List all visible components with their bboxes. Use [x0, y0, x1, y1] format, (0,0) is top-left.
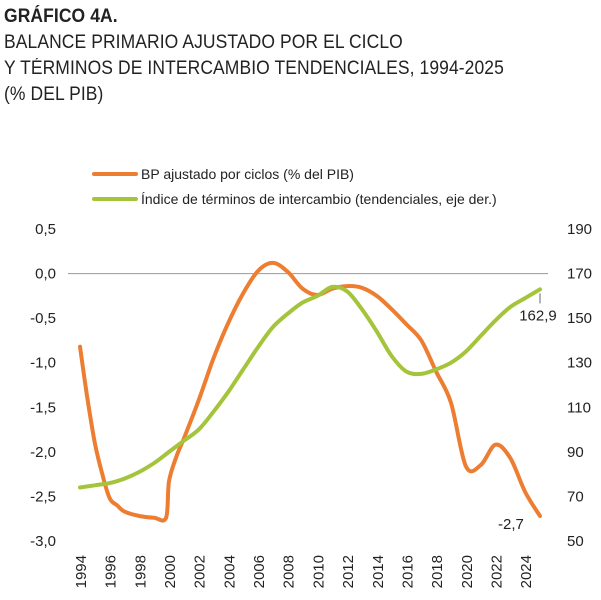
x-tick-label: 1994: [73, 555, 90, 588]
annotation-label: -2,7: [498, 516, 524, 533]
y-right-tick-label: 130: [567, 355, 592, 372]
chart-axes: 0,5 0,0 -0,5 -1,0 -1,5 -2,0 -2,5 -3,0 190 170 150 1…: [30, 221, 592, 588]
y-left-tick-label: 0,5: [35, 221, 56, 238]
annotation-label: 162,9: [519, 307, 557, 324]
x-tick-label: 2020: [459, 555, 476, 588]
x-tick-label: 2024: [518, 555, 535, 588]
x-tick-label: 1996: [103, 555, 120, 588]
x-tick-label: 2014: [370, 555, 387, 588]
x-tick-label: 2016: [399, 555, 416, 588]
legend-label: BP ajustado por ciclos (% del PIB): [141, 166, 354, 182]
y-left-tick-label: -2,0: [30, 444, 56, 461]
y-left-tick-label: -3,0: [30, 533, 56, 550]
series-line-bp: [78, 260, 542, 523]
y-left-tick-label: -1,5: [30, 399, 56, 416]
y-right-tick-label: 190: [567, 221, 592, 238]
x-tick-label: 2018: [429, 555, 446, 588]
chart-header: GRÁFICO 4A. BALANCE PRIMARIO AJUSTADO PO…: [4, 4, 547, 108]
x-tick-label: 1998: [132, 555, 149, 588]
chart-title-line-1: BALANCE PRIMARIO AJUSTADO POR EL CICLO: [4, 32, 403, 53]
y-right-tick-label: 90: [567, 444, 584, 461]
x-tick-label: 2002: [192, 555, 209, 588]
x-tick-label: 2012: [340, 555, 357, 588]
chart-number: GRÁFICO 4A.: [4, 6, 118, 27]
y-right-tick-label: 170: [567, 266, 592, 283]
x-tick-label: 2000: [162, 555, 179, 588]
x-tick-label: 2010: [310, 555, 327, 588]
chart-units: (% DEL PIB): [4, 84, 104, 105]
y-right-tick-label: 70: [567, 488, 584, 505]
y-right-tick-label: 50: [567, 533, 584, 550]
x-tick-label: 2022: [488, 555, 505, 588]
chart-annotations: 162,9 -2,7: [498, 293, 557, 533]
y-left-tick-label: -2,5: [30, 488, 56, 505]
y-left-tick-label: -1,0: [30, 355, 56, 372]
chart-title-line-2: Y TÉRMINOS DE INTERCAMBIO TENDENCIALES, …: [4, 58, 504, 79]
x-tick-label: 2008: [281, 555, 298, 588]
y-left-tick-label: 0,0: [35, 266, 56, 283]
y-right-tick-label: 150: [567, 310, 592, 327]
series-line-terms-of-trade: [78, 284, 542, 490]
x-tick-label: 2004: [221, 555, 238, 588]
chart-legend: BP ajustado por ciclos (% del PIB) Índice…: [92, 166, 497, 207]
chart-series: [78, 260, 542, 523]
x-tick-label: 2006: [251, 555, 268, 588]
y-left-tick-label: -0,5: [30, 310, 56, 327]
y-right-tick-label: 110: [567, 399, 591, 416]
legend-label: Índice de términos de intercambio (tende…: [141, 191, 497, 207]
